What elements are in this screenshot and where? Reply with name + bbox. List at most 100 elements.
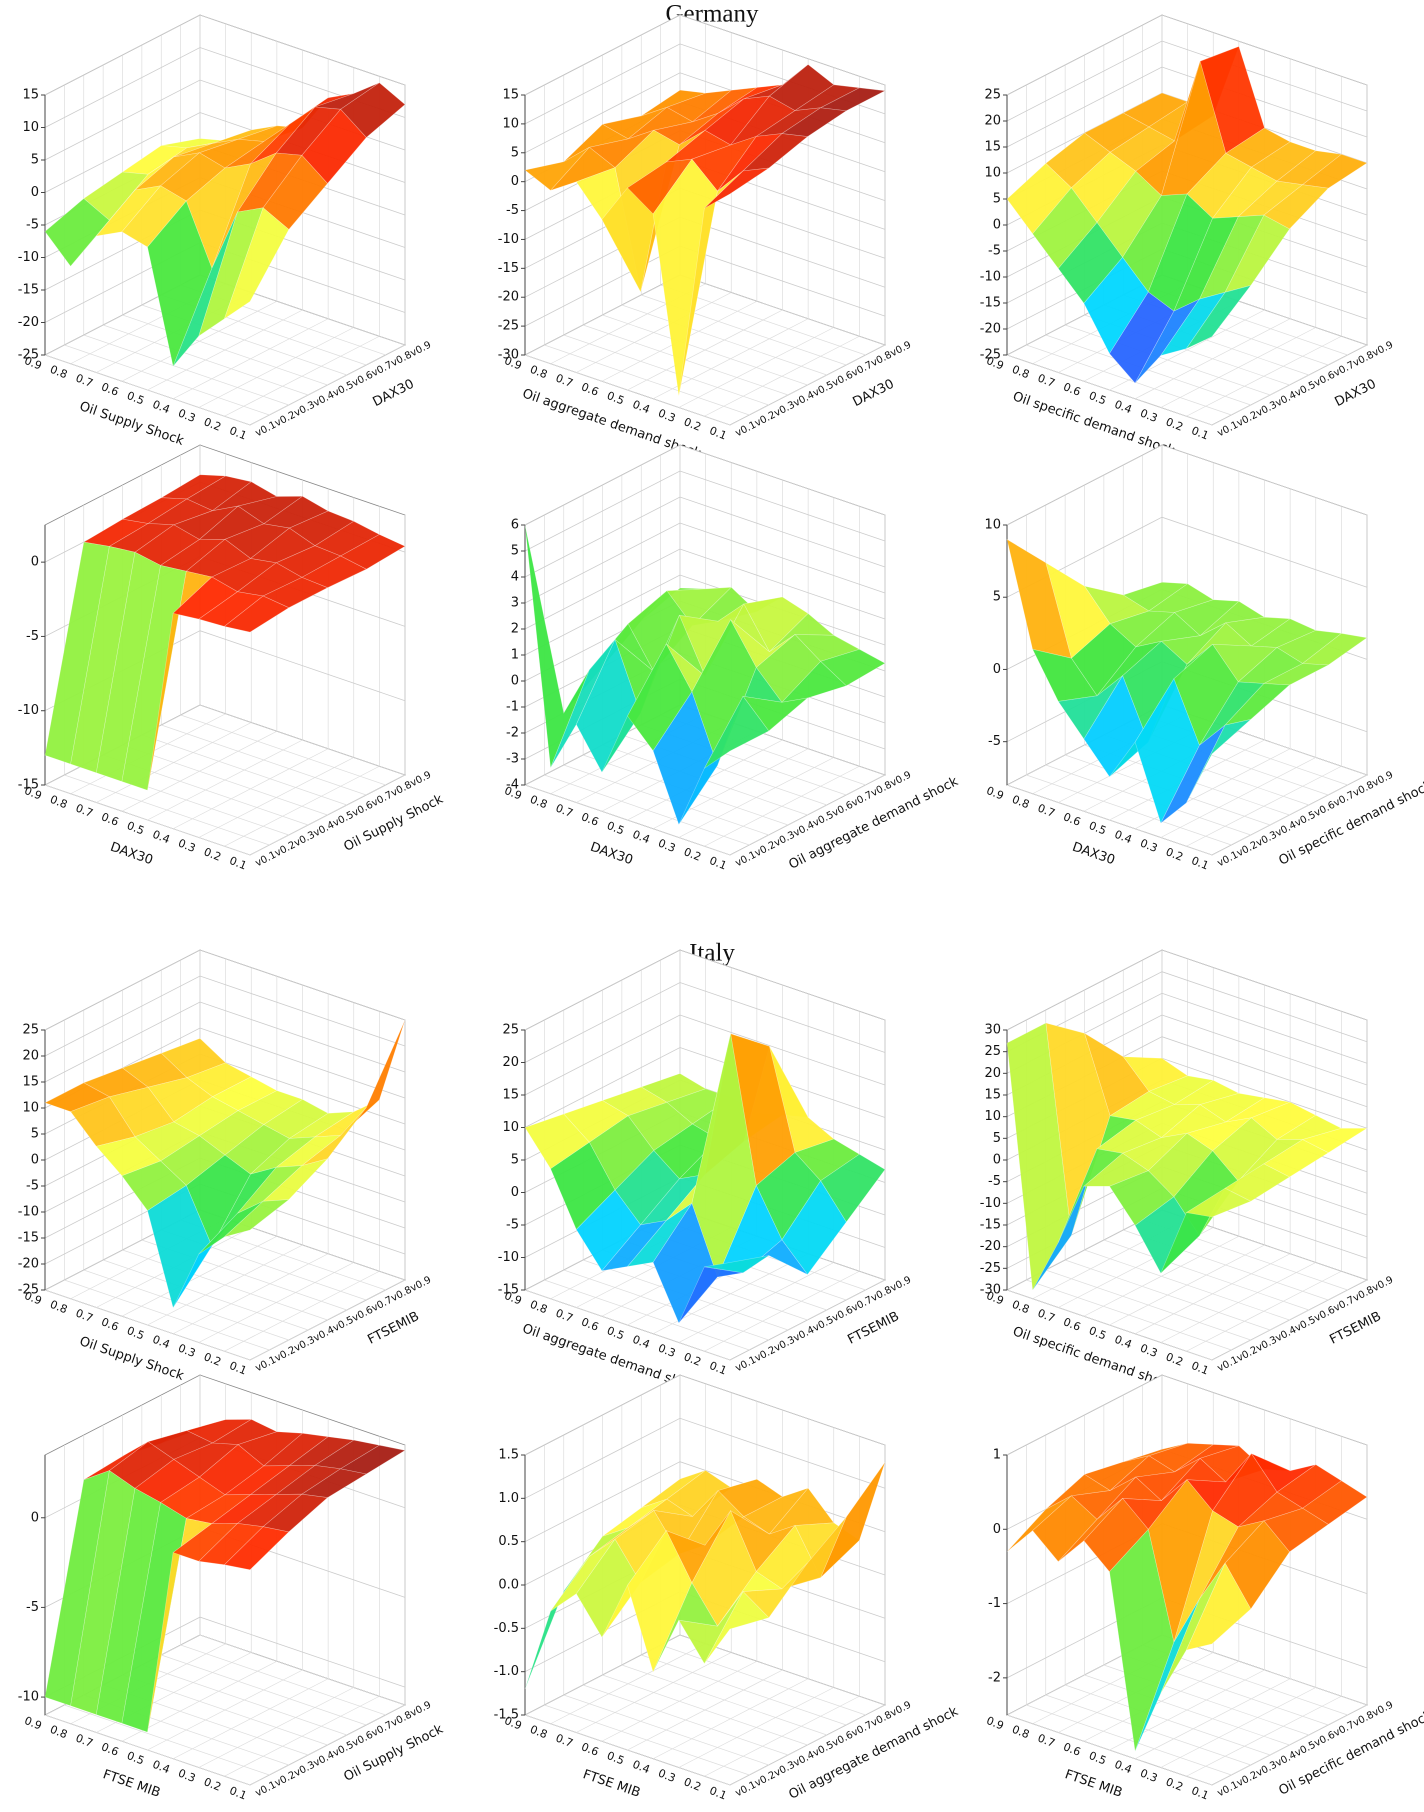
floor-grid-line xyxy=(122,1674,328,1746)
z-grid-line xyxy=(524,1374,886,1456)
x-tick-label: 0.2 xyxy=(202,1775,223,1794)
z-tick-label: 0 xyxy=(993,218,1001,233)
z-grid-line xyxy=(524,470,886,552)
surface-patch xyxy=(781,1180,847,1276)
x-tick-label: 0.6 xyxy=(579,1740,600,1759)
x-tick-label: 0.8 xyxy=(48,1298,69,1317)
surface-patch xyxy=(742,695,809,732)
z-tick-label: 3 xyxy=(511,596,519,611)
x-tick-label: 0.9 xyxy=(503,784,524,803)
surface-patch xyxy=(704,1255,769,1274)
floor-grid-line xyxy=(621,304,827,376)
z-tick-label: 20 xyxy=(984,114,1001,129)
x-tick-label: 0.2 xyxy=(202,845,223,864)
y-tick-label: v0.9 xyxy=(409,770,433,790)
z-tick-label: 6 xyxy=(511,518,519,533)
z-tick-label: 1 xyxy=(511,648,519,663)
z-tick-label: 25 xyxy=(502,1023,519,1038)
floor-grid-line xyxy=(180,1644,386,1716)
x-tick-label: 0.8 xyxy=(528,363,549,382)
x-tick-label: 0.4 xyxy=(631,1333,652,1352)
x-tick-label: 0.1 xyxy=(228,854,249,873)
x-tick-label: 0.9 xyxy=(503,1289,524,1308)
z-tick-label: 0.5 xyxy=(498,1534,519,1549)
x-tick-label: 0.7 xyxy=(74,371,95,390)
x-axis-label: FTSE MIB xyxy=(101,1767,162,1801)
surface-patch xyxy=(742,1562,808,1619)
x-tick-label: 0.5 xyxy=(1087,1324,1108,1343)
y-tick-label: v0.9 xyxy=(409,1700,433,1720)
x-tick-label: 0.3 xyxy=(1138,1341,1159,1360)
x-tick-label: 0.5 xyxy=(125,389,146,408)
x-tick-label: 0.2 xyxy=(1164,1350,1185,1369)
surface-patch xyxy=(223,1526,290,1571)
x-tick-label: 0.7 xyxy=(1036,371,1057,390)
y-tick-label: v0.9 xyxy=(889,1700,913,1720)
x-tick-label: 0.5 xyxy=(605,819,626,838)
x-tick-label: 0.5 xyxy=(605,1324,626,1343)
surface-patch xyxy=(1263,184,1329,230)
z-tick-label: -30 xyxy=(980,1283,1001,1298)
x-tick-label: 0.3 xyxy=(176,1766,197,1785)
floor-grid-line xyxy=(141,1664,347,1736)
floor-grid-line xyxy=(44,354,251,426)
surface-patch xyxy=(1301,633,1368,666)
z-tick-label: 10 xyxy=(984,518,1001,533)
x-tick-label: 0.2 xyxy=(682,415,703,434)
z-tick-label: 5 xyxy=(993,1131,1001,1146)
x-tick-label: 0.6 xyxy=(1061,1740,1082,1759)
z-grid-line xyxy=(524,982,886,1063)
y-tick-label: v0.9 xyxy=(1371,1700,1395,1720)
x-tick-label: 0.2 xyxy=(682,845,703,864)
surface-patch xyxy=(224,1199,290,1238)
floor-grid-line xyxy=(544,344,750,416)
z-tick-label: 2 xyxy=(511,622,519,637)
floor-grid-line xyxy=(103,1259,309,1331)
z-tick-label: 0 xyxy=(511,1185,519,1200)
x-tick-label: 0.2 xyxy=(1164,845,1185,864)
x-tick-label: 0.1 xyxy=(1190,1359,1211,1378)
floor-grid-line xyxy=(1026,344,1232,416)
x-tick-label: 0.4 xyxy=(151,828,172,847)
surface-patch xyxy=(301,1107,367,1166)
x-tick-label: 0.5 xyxy=(125,819,146,838)
z-tick-label: 1.5 xyxy=(498,1448,519,1463)
floor-grid-line xyxy=(141,734,347,806)
x-axis-label: DAX30 xyxy=(588,840,635,869)
y-axis-label: DAX30 xyxy=(1333,377,1379,410)
z-grid-line xyxy=(44,949,406,1031)
z-grid-line xyxy=(524,1047,886,1128)
x-tick-label: 0.3 xyxy=(656,1341,677,1360)
surface-patch xyxy=(1185,1187,1252,1218)
z-grid-line xyxy=(44,47,406,128)
x-tick-label: 0.8 xyxy=(1010,363,1031,382)
floor-grid-line xyxy=(44,1289,251,1361)
z-tick-label: 15 xyxy=(984,1088,1001,1103)
x-tick-label: 0.1 xyxy=(1190,854,1211,873)
x-tick-label: 0.7 xyxy=(74,801,95,820)
x-axis-label: DAX30 xyxy=(1070,840,1117,869)
z-tick-label: -25 xyxy=(980,348,1001,363)
floor-grid-line xyxy=(563,764,769,836)
z-tick-label: -10 xyxy=(980,1196,1001,1211)
x-tick-label: 0.9 xyxy=(23,354,44,373)
x-tick-label: 0.8 xyxy=(48,793,69,812)
surface-chart: 0.9 0.8 0.7 0.6 0.5 0.4 0.3 0.2 0.1 v0.1v0.2v0.3v… xyxy=(18,14,433,449)
z-tick-label: -5 xyxy=(506,203,519,218)
z-tick-label: -5 xyxy=(506,1218,519,1233)
floor-grid-line xyxy=(524,1289,731,1361)
surface-patch xyxy=(1301,153,1368,189)
z-tick-label: 0 xyxy=(31,555,39,570)
z-tick-label: 0 xyxy=(31,1153,39,1168)
x-tick-label: 0.3 xyxy=(176,836,197,855)
surface-patch xyxy=(1185,284,1252,350)
x-tick-label: 0.6 xyxy=(579,1315,600,1334)
z-tick-label: 0 xyxy=(993,662,1001,677)
x-tick-label: 0.9 xyxy=(503,1714,524,1733)
x-tick-label: 0.2 xyxy=(202,415,223,434)
z-tick-label: 20 xyxy=(22,1049,39,1064)
x-tick-label: 0.3 xyxy=(1138,1766,1159,1785)
z-tick-label: -1 xyxy=(506,700,519,715)
floor-grid-line xyxy=(83,1269,289,1341)
floor-grid-line xyxy=(583,324,789,396)
